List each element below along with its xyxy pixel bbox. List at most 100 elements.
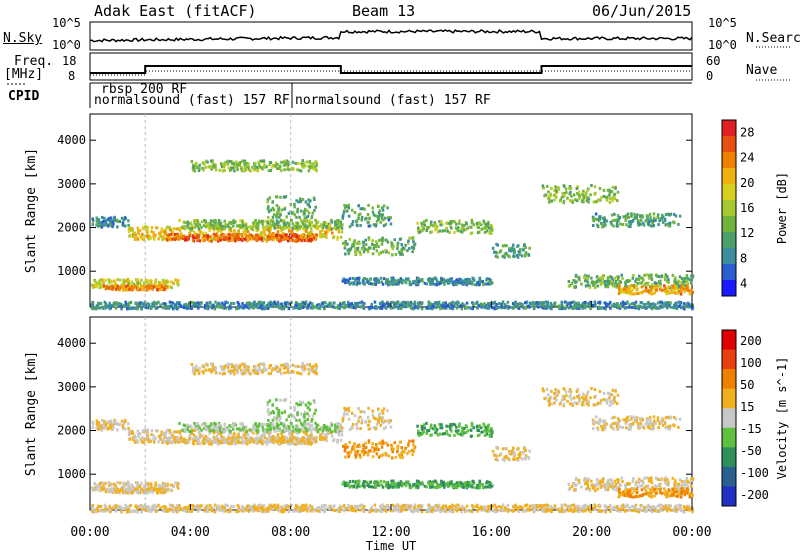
power-cell — [610, 304, 614, 308]
power-cell — [690, 281, 693, 285]
power-cell — [310, 216, 313, 220]
velocity-cell — [666, 507, 669, 511]
power-cell — [274, 234, 277, 238]
velocity-cell — [434, 509, 438, 513]
velocity-cell — [451, 510, 455, 514]
velocity-cell — [619, 508, 622, 512]
power-cell — [255, 233, 258, 237]
power-cell — [453, 220, 457, 224]
power-cell — [201, 231, 205, 235]
power-cell — [389, 305, 393, 309]
power-cell — [163, 283, 167, 287]
power-cell — [568, 185, 572, 188]
power-cell — [336, 304, 340, 308]
power-cell — [147, 304, 151, 308]
power-cell — [259, 300, 262, 304]
power-cell — [95, 223, 98, 227]
velocity-cell — [138, 491, 142, 495]
power-cell — [308, 166, 312, 170]
power-cell — [374, 276, 377, 280]
power-cell — [446, 221, 450, 225]
power-cell — [136, 284, 139, 288]
power-cell — [97, 301, 100, 305]
power-cell — [663, 219, 667, 223]
power-cell — [393, 238, 396, 242]
velocity-cell — [402, 504, 405, 508]
velocity-cell — [613, 507, 616, 510]
power-cell — [487, 306, 490, 310]
velocity-cell — [134, 489, 137, 493]
velocity-cell — [140, 510, 143, 514]
power-cell — [138, 282, 142, 286]
power-cell — [612, 224, 615, 228]
power-cell — [102, 281, 105, 285]
power-cell — [135, 278, 139, 282]
power-cell — [247, 162, 250, 166]
power-cell — [679, 292, 683, 296]
velocity-cell — [528, 508, 531, 512]
power-cell — [230, 221, 234, 224]
power-cell — [429, 306, 432, 310]
power-cell — [396, 247, 399, 251]
power-cell — [285, 301, 289, 304]
power-cell — [174, 237, 178, 241]
power-cell — [380, 216, 384, 220]
velocity-cell — [315, 506, 319, 510]
power-cell — [302, 301, 306, 305]
velocity-cell — [413, 505, 416, 509]
power-cell — [470, 221, 474, 225]
power-cell — [614, 186, 617, 190]
power-cell — [247, 303, 251, 307]
velocity-cell — [262, 508, 265, 512]
power-cell — [642, 278, 645, 282]
power-cell — [350, 302, 353, 305]
velocity-cell — [379, 505, 382, 509]
power-cell — [677, 279, 680, 283]
power-cell — [239, 225, 242, 229]
power-cell — [591, 217, 595, 221]
power-cell — [129, 300, 133, 304]
power-cell — [420, 278, 423, 282]
power-cell — [466, 277, 470, 281]
power-cell — [418, 228, 422, 232]
velocity-cell — [690, 509, 694, 512]
power-cell — [142, 286, 145, 290]
velocity-cell — [100, 428, 104, 432]
velocity-cell — [282, 510, 286, 514]
power-cell — [123, 224, 127, 228]
power-cell — [367, 246, 371, 250]
velocity-cell — [156, 487, 159, 491]
power-cell — [495, 242, 498, 246]
power-cell — [374, 245, 377, 249]
power-cell — [412, 247, 416, 250]
velocity-cell — [162, 489, 165, 493]
velocity-cell — [205, 509, 209, 513]
power-cell — [198, 167, 201, 171]
power-cell — [526, 305, 530, 309]
power-cell — [118, 220, 122, 224]
power-cell — [384, 248, 387, 252]
power-cell — [660, 288, 664, 292]
velocity-cell — [446, 506, 449, 510]
power-cell — [409, 300, 413, 304]
power-cell — [325, 236, 328, 240]
power-cell — [210, 306, 214, 310]
power-cell — [295, 221, 298, 225]
power-cell — [379, 302, 382, 306]
velocity-cell — [229, 432, 232, 436]
power-cell — [121, 222, 125, 226]
velocity-cell — [409, 509, 413, 513]
power-cell — [577, 276, 580, 280]
power-cell — [607, 302, 610, 306]
power-cell — [206, 222, 210, 226]
power-cell — [265, 165, 268, 169]
power-cell — [522, 248, 525, 252]
velocity-cell — [271, 508, 274, 512]
velocity-cell — [102, 484, 105, 488]
power-cell — [480, 227, 483, 231]
power-cell — [192, 164, 195, 168]
power-cell — [610, 222, 613, 226]
power-cell — [625, 223, 628, 227]
velocity-cell — [91, 420, 94, 424]
power-cell — [324, 304, 327, 308]
